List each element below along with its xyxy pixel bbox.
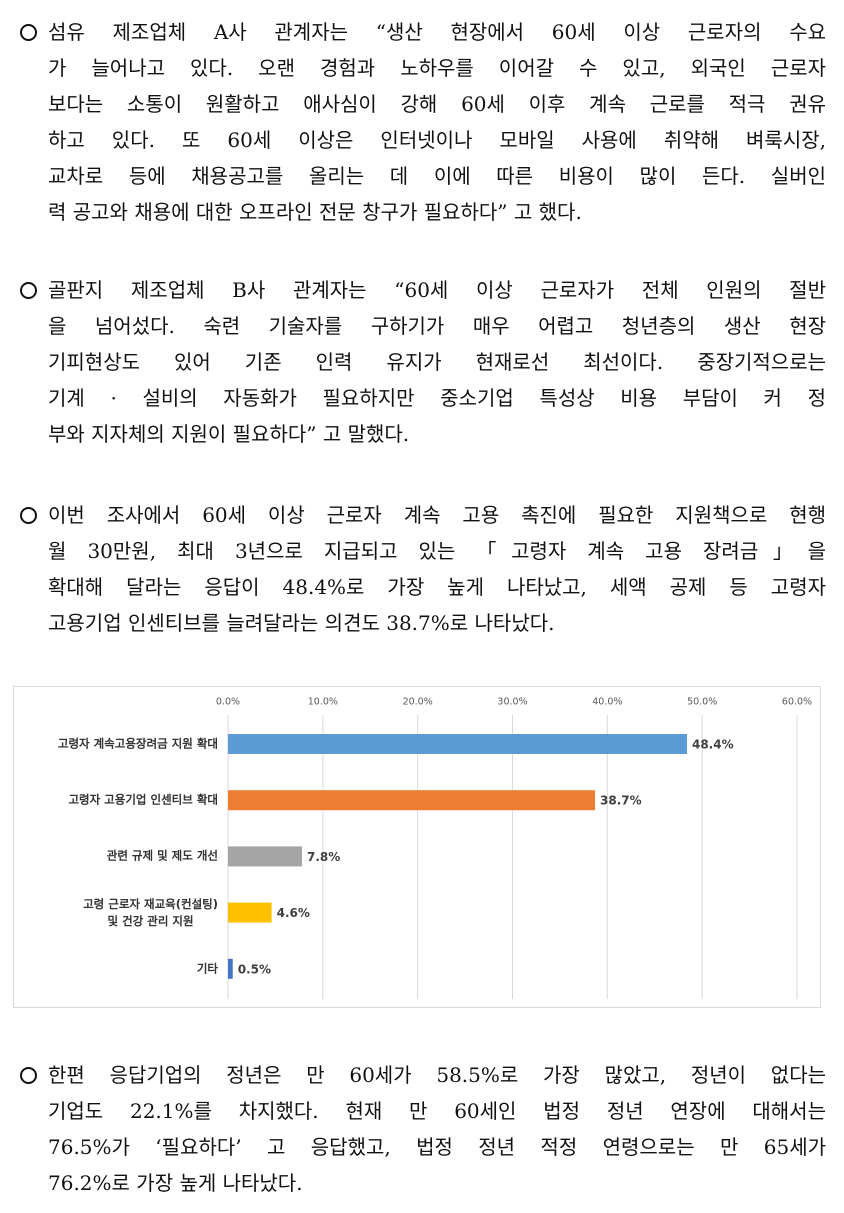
value-label: 4.6% bbox=[277, 906, 310, 920]
text-line: 76.2%로 가장 높게 나타났다. bbox=[48, 1171, 303, 1195]
category-label: 관련 규제 및 제도 개선 bbox=[18, 848, 218, 865]
bullet bbox=[20, 24, 37, 41]
category-text: 고령 근로자 재교육(컨설팅) 및 건강 관리 지원 bbox=[83, 896, 218, 928]
category-label: 고령자 계속고용장려금 지원 확대 bbox=[18, 736, 218, 753]
text-line: 한편 응답기업의 정년은 만 60세가 58.5%로 가장 많았고, 정년이 없… bbox=[48, 1063, 826, 1087]
x-tick-label: 10.0% bbox=[308, 697, 338, 708]
text-line: 하고 있다. 또 60세 이상은 인터넷이나 모바일 사용에 취약해 벼룩시장, bbox=[48, 128, 826, 152]
x-tick-label: 20.0% bbox=[403, 697, 433, 708]
chart-svg: 0.0% 10.0% 20.0% 30.0% 40.0% 50.0% 60.0% 48.4% 3… bbox=[216, 697, 812, 999]
category-label: 고령 근로자 재교육(컨설팅) 및 건강 관리 지원 bbox=[18, 896, 218, 930]
bar bbox=[228, 902, 272, 923]
chart: 0.0% 10.0% 20.0% 30.0% 40.0% 50.0% 60.0% 48.4% 3… bbox=[13, 686, 821, 1008]
x-tick-label: 30.0% bbox=[497, 697, 527, 708]
text-line: 가 늘어나고 있다. 오랜 경험과 노하우를 이어갈 수 있고, 외국인 근로자 bbox=[48, 56, 826, 80]
x-tick-label: 50.0% bbox=[687, 697, 717, 708]
text-line: 이번 조사에서 60세 이상 근로자 계속 고용 촉진에 필요한 지원책으로 현… bbox=[48, 503, 826, 527]
text-line: 76.5%가 ‘필요하다’ 고 응답했고, 법정 정년 적정 연령으로는 만 6… bbox=[48, 1135, 826, 1159]
text-line: 부와 지자체의 지원이 필요하다” 고 말했다. bbox=[48, 422, 410, 446]
text-line: 고용기업 인센티브를 늘려달라는 의견도 38.7%로 나타났다. bbox=[48, 611, 555, 635]
bar bbox=[228, 846, 302, 867]
category-text: 고령자 계속고용장려금 지원 확대 bbox=[57, 736, 218, 751]
text-line: 보다는 소통이 원활하고 애사심이 강해 60세 이후 계속 근로를 적극 권유 bbox=[48, 92, 826, 116]
text-line: 섬유 제조업체 A사 관계자는 “생산 현장에서 60세 이상 근로자의 수요 bbox=[48, 20, 826, 44]
category-text: 기타 bbox=[196, 961, 218, 976]
x-tick-label: 60.0% bbox=[782, 697, 812, 708]
text-line: 골판지 제조업체 B사 관계자는 “60세 이상 근로자가 전체 인원의 절반 bbox=[48, 278, 826, 302]
bar bbox=[228, 958, 233, 979]
text-line: 기피현상도 있어 기존 인력 유지가 현재로선 최선이다. 중장기적으로는 bbox=[48, 350, 826, 374]
value-label: 48.4% bbox=[692, 738, 734, 752]
category-label: 기타 bbox=[18, 960, 218, 977]
text-line: 력 공고와 채용에 대한 오프라인 전문 창구가 필요하다” 고 했다. bbox=[48, 200, 582, 224]
text-line: 을 넘어섰다. 숙련 기술자를 구하기가 매우 어렵고 청년층의 생산 현장 bbox=[48, 314, 826, 338]
bar bbox=[228, 734, 687, 754]
x-tick-label: 0.0% bbox=[216, 697, 240, 708]
bullet bbox=[20, 282, 37, 299]
text-line: 확대해 달라는 응답이 48.4%로 가장 높게 나타났고, 세액 공제 등 고… bbox=[48, 575, 826, 599]
x-tick-label: 40.0% bbox=[592, 697, 622, 708]
text-line: 기업도 22.1%를 차지했다. 현재 만 60세인 법정 정년 연장에 대해서… bbox=[48, 1099, 826, 1123]
text-line: 기계 · 설비의 자동화가 필요하지만 중소기업 특성상 비용 부담이 커 정 bbox=[48, 386, 826, 410]
category-text: 관련 규제 및 제도 개선 bbox=[106, 848, 218, 863]
bar bbox=[228, 790, 596, 811]
value-label: 0.5% bbox=[238, 962, 271, 976]
text-line: 교차로 등에 채용공고를 올리는 데 이에 따른 비용이 많이 든다. 실버인 bbox=[48, 164, 826, 188]
category-text: 고령자 고용기업 인센티브 확대 bbox=[68, 792, 218, 807]
category-label: 고령자 고용기업 인센티브 확대 bbox=[18, 792, 218, 809]
value-label: 38.7% bbox=[600, 794, 642, 808]
text-line: 월 30만원, 최대 3년으로 지급되고 있는 「고령자 계속 고용 장려금」을 bbox=[48, 539, 826, 563]
value-label: 7.8% bbox=[307, 850, 340, 864]
bullet bbox=[20, 1067, 37, 1084]
bullet bbox=[20, 507, 37, 524]
